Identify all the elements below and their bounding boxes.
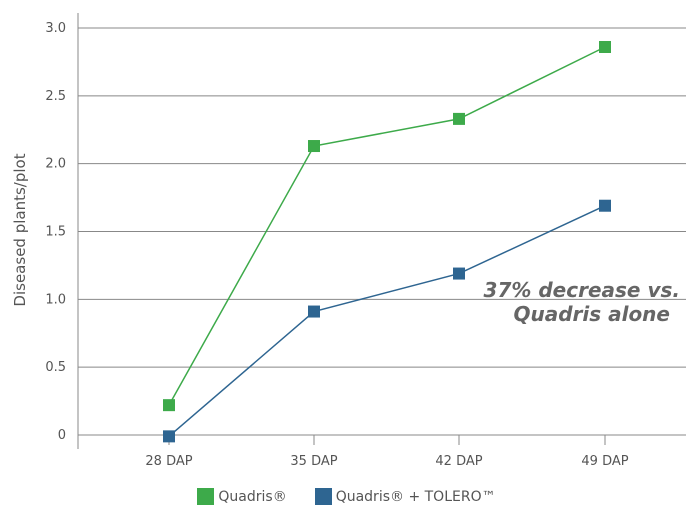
y-tick-label: 2.0 bbox=[45, 157, 66, 172]
data-point bbox=[599, 40, 611, 53]
x-tick-label: 28 DAP bbox=[145, 454, 192, 469]
annotation-line-2: Quadris alone bbox=[513, 302, 670, 326]
axes bbox=[77, 13, 606, 449]
y-tick-label: 1.5 bbox=[45, 225, 66, 240]
series-line-1 bbox=[168, 205, 606, 437]
y-axis-label: Diseased plants/plot bbox=[11, 153, 29, 306]
legend-item-quadris-tolero: Quadris® + TOLERO™ bbox=[314, 488, 496, 505]
y-tick-labels: 0 0.5 1.0 1.5 2.0 2.5 3.0 bbox=[45, 21, 66, 443]
data-point bbox=[308, 305, 320, 318]
x-tick-label: 35 DAP bbox=[290, 454, 337, 469]
legend: Quadris® Quadris® + TOLERO™ bbox=[0, 488, 693, 505]
y-tick-label: 0.5 bbox=[45, 360, 66, 375]
legend-item-quadris: Quadris® bbox=[197, 488, 287, 505]
annotation: 37% decrease vs. Quadris alone bbox=[484, 278, 680, 326]
legend-label-quadris: Quadris® bbox=[218, 488, 287, 505]
data-point bbox=[308, 140, 320, 153]
legend-swatch-quadris bbox=[197, 488, 215, 505]
legend-swatch-quadris-tolero bbox=[314, 488, 332, 505]
data-point bbox=[453, 112, 465, 125]
data-point bbox=[453, 267, 465, 280]
data-point bbox=[163, 430, 175, 443]
y-tick-label: 2.5 bbox=[45, 89, 66, 104]
legend-label-quadris-tolero: Quadris® + TOLERO™ bbox=[335, 488, 496, 505]
annotation-line-1: 37% decrease vs. bbox=[484, 278, 680, 302]
x-tick-label: 49 DAP bbox=[581, 454, 628, 469]
data-point bbox=[163, 399, 175, 412]
y-tick-label: 3.0 bbox=[45, 21, 66, 36]
y-tick-label: 0 bbox=[58, 428, 66, 443]
series-line-0 bbox=[168, 46, 606, 406]
x-tick-label: 42 DAP bbox=[435, 454, 482, 469]
y-tick-label: 1.0 bbox=[45, 292, 66, 307]
line-chart: Diseased plants/plot 0 0.5 1.0 1.5 2.0 2.5 3.0… bbox=[11, 13, 686, 469]
data-point bbox=[599, 199, 611, 212]
series-group bbox=[163, 40, 611, 443]
gridlines bbox=[78, 27, 686, 436]
x-tick-labels: 28 DAP 35 DAP 42 DAP 49 DAP bbox=[145, 454, 628, 469]
